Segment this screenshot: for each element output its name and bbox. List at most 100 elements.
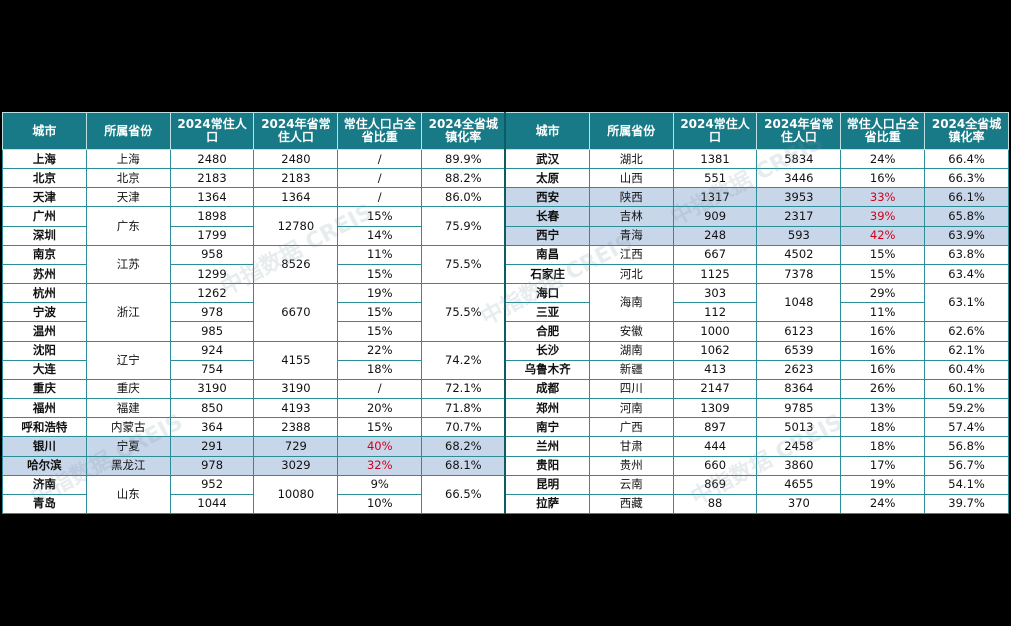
city-cell: 三亚 (504, 302, 590, 323)
population-share-cell: 16% (840, 340, 926, 361)
population-cell: 1299 (169, 263, 255, 285)
population-cell: 869 (672, 474, 758, 495)
city-cell: 合肥 (504, 321, 590, 342)
population-share-cell: 9% (337, 474, 423, 495)
province-population-cell: 2183 (253, 168, 339, 189)
population-cell: 754 (169, 359, 255, 380)
city-cell: 成都 (504, 378, 590, 400)
province-cell: 青海 (588, 225, 674, 246)
city-cell: 沈阳 (2, 340, 87, 361)
population-cell: 1799 (169, 225, 255, 246)
population-cell: 1898 (169, 206, 255, 227)
province-population-cell: 9785 (756, 398, 842, 419)
urbanization-rate-cell: 66.4% (924, 148, 1009, 170)
urbanization-rate-cell: 66.5% (421, 474, 506, 515)
province-population-cell: 3190 (253, 378, 339, 400)
city-cell: 南昌 (504, 244, 590, 265)
province-population-cell: 6123 (756, 321, 842, 342)
population-cell: 978 (169, 455, 255, 476)
table-row: 温州 985 15% 合肥 安徽 1000 6123 16% 62.6% (2, 321, 1009, 342)
header-cell: 2024年省常住人口 (756, 112, 842, 150)
province-cell: 广西 (588, 417, 674, 438)
province-cell: 安徽 (588, 321, 674, 342)
province-cell: 江西 (588, 244, 674, 265)
province-cell: 山西 (588, 168, 674, 189)
city-cell: 哈尔滨 (2, 455, 87, 476)
province-cell: 辽宁 (85, 340, 171, 380)
population-cell: 1364 (169, 187, 255, 208)
population-cell: 924 (169, 340, 255, 361)
city-cell: 北京 (2, 168, 87, 189)
population-cell: 88 (672, 493, 758, 515)
province-population-cell: 4155 (253, 340, 339, 380)
urbanization-rate-cell: 59.2% (924, 398, 1009, 419)
table-row: 呼和浩特 内蒙古 364 2388 15% 70.7% 南宁 广西 897 5013 18% 57.4… (2, 417, 1009, 438)
population-share-cell: 18% (840, 417, 926, 438)
population-share-cell: 24% (840, 148, 926, 170)
table-row: 沈阳 辽宁 924 4155 22% 74.2% 长沙 湖南 1062 6539 16% 62.1% (2, 340, 1009, 380)
city-cell: 乌鲁木齐 (504, 359, 590, 380)
city-cell: 天津 (2, 187, 87, 208)
urbanization-rate-cell: 63.9% (924, 225, 1009, 246)
city-cell: 呼和浩特 (2, 417, 87, 438)
city-cell: 温州 (2, 321, 87, 342)
table-row: 重庆 重庆 3190 3190/72.1% 成都 四川 2147 8364 26% 60.1% (2, 378, 1009, 400)
province-population-cell: 6539 (756, 340, 842, 361)
city-cell: 上海 (2, 148, 87, 170)
province-population-cell: 3446 (756, 168, 842, 189)
city-cell: 广州 (2, 206, 87, 227)
city-cell: 太原 (504, 168, 590, 189)
population-share-cell: 15% (337, 263, 423, 285)
province-cell: 上海 (85, 148, 171, 170)
province-population-cell: 729 (253, 436, 339, 457)
province-cell: 内蒙古 (85, 417, 171, 438)
urbanization-rate-cell: 66.3% (924, 168, 1009, 189)
province-cell: 西藏 (588, 493, 674, 515)
urbanization-rate-cell: 68.1% (421, 455, 506, 476)
city-cell: 深圳 (2, 225, 87, 246)
population-cell: 985 (169, 321, 255, 342)
population-cell: 291 (169, 436, 255, 457)
population-cell: 909 (672, 206, 758, 227)
urbanization-rate-cell: 60.1% (924, 378, 1009, 400)
urbanization-rate-cell: 66.1% (924, 187, 1009, 208)
province-cell: 福建 (85, 398, 171, 419)
province-cell: 宁夏 (85, 436, 171, 457)
province-cell: 黑龙江 (85, 455, 171, 476)
province-cell: 陕西 (588, 187, 674, 208)
province-cell: 湖北 (588, 148, 674, 170)
urbanization-rate-cell: 74.2% (421, 340, 506, 380)
province-cell: 江苏 (85, 244, 171, 285)
city-cell: 南宁 (504, 417, 590, 438)
urbanization-rate-cell: 86.0% (421, 187, 506, 208)
urbanization-rate-cell: 72.1% (421, 378, 506, 400)
population-share-cell: 20% (337, 398, 423, 419)
province-cell: 河南 (588, 398, 674, 419)
table-row: 银川 宁夏 291 729 40% 68.2% 兰州 甘肃 444 2458 18% 56.8% (2, 436, 1009, 457)
province-population-cell: 8364 (756, 378, 842, 400)
population-cell: 3190 (169, 378, 255, 400)
province-population-cell: 3029 (253, 455, 339, 476)
province-population-cell: 593 (756, 225, 842, 246)
province-cell: 湖南 (588, 340, 674, 361)
population-cell: 1381 (672, 148, 758, 170)
urbanization-rate-cell: 63.1% (924, 283, 1009, 323)
province-population-cell: 2388 (253, 417, 339, 438)
population-share-cell: 15% (337, 321, 423, 342)
urbanization-rate-cell: 75.9% (421, 206, 506, 246)
city-cell: 青岛 (2, 493, 87, 515)
province-population-cell: 5013 (756, 417, 842, 438)
header-cell: 2024全省城镇化率 (924, 112, 1009, 150)
province-population-cell: 370 (756, 493, 842, 515)
population-share-cell: 16% (840, 359, 926, 380)
city-cell: 苏州 (2, 263, 87, 285)
city-cell: 昆明 (504, 474, 590, 495)
population-share-cell: 11% (840, 302, 926, 323)
urbanization-rate-cell: 62.1% (924, 340, 1009, 361)
urbanization-rate-cell: 88.2% (421, 168, 506, 189)
header-cell: 2024常住人口 (169, 112, 255, 150)
header-row: 城市 所属省份 2024常住人口 2024年省常住人口 常住人口占全省比重 2024全省城… (2, 112, 1009, 150)
urbanization-rate-cell: 60.4% (924, 359, 1009, 380)
province-population-cell: 1364 (253, 187, 339, 208)
